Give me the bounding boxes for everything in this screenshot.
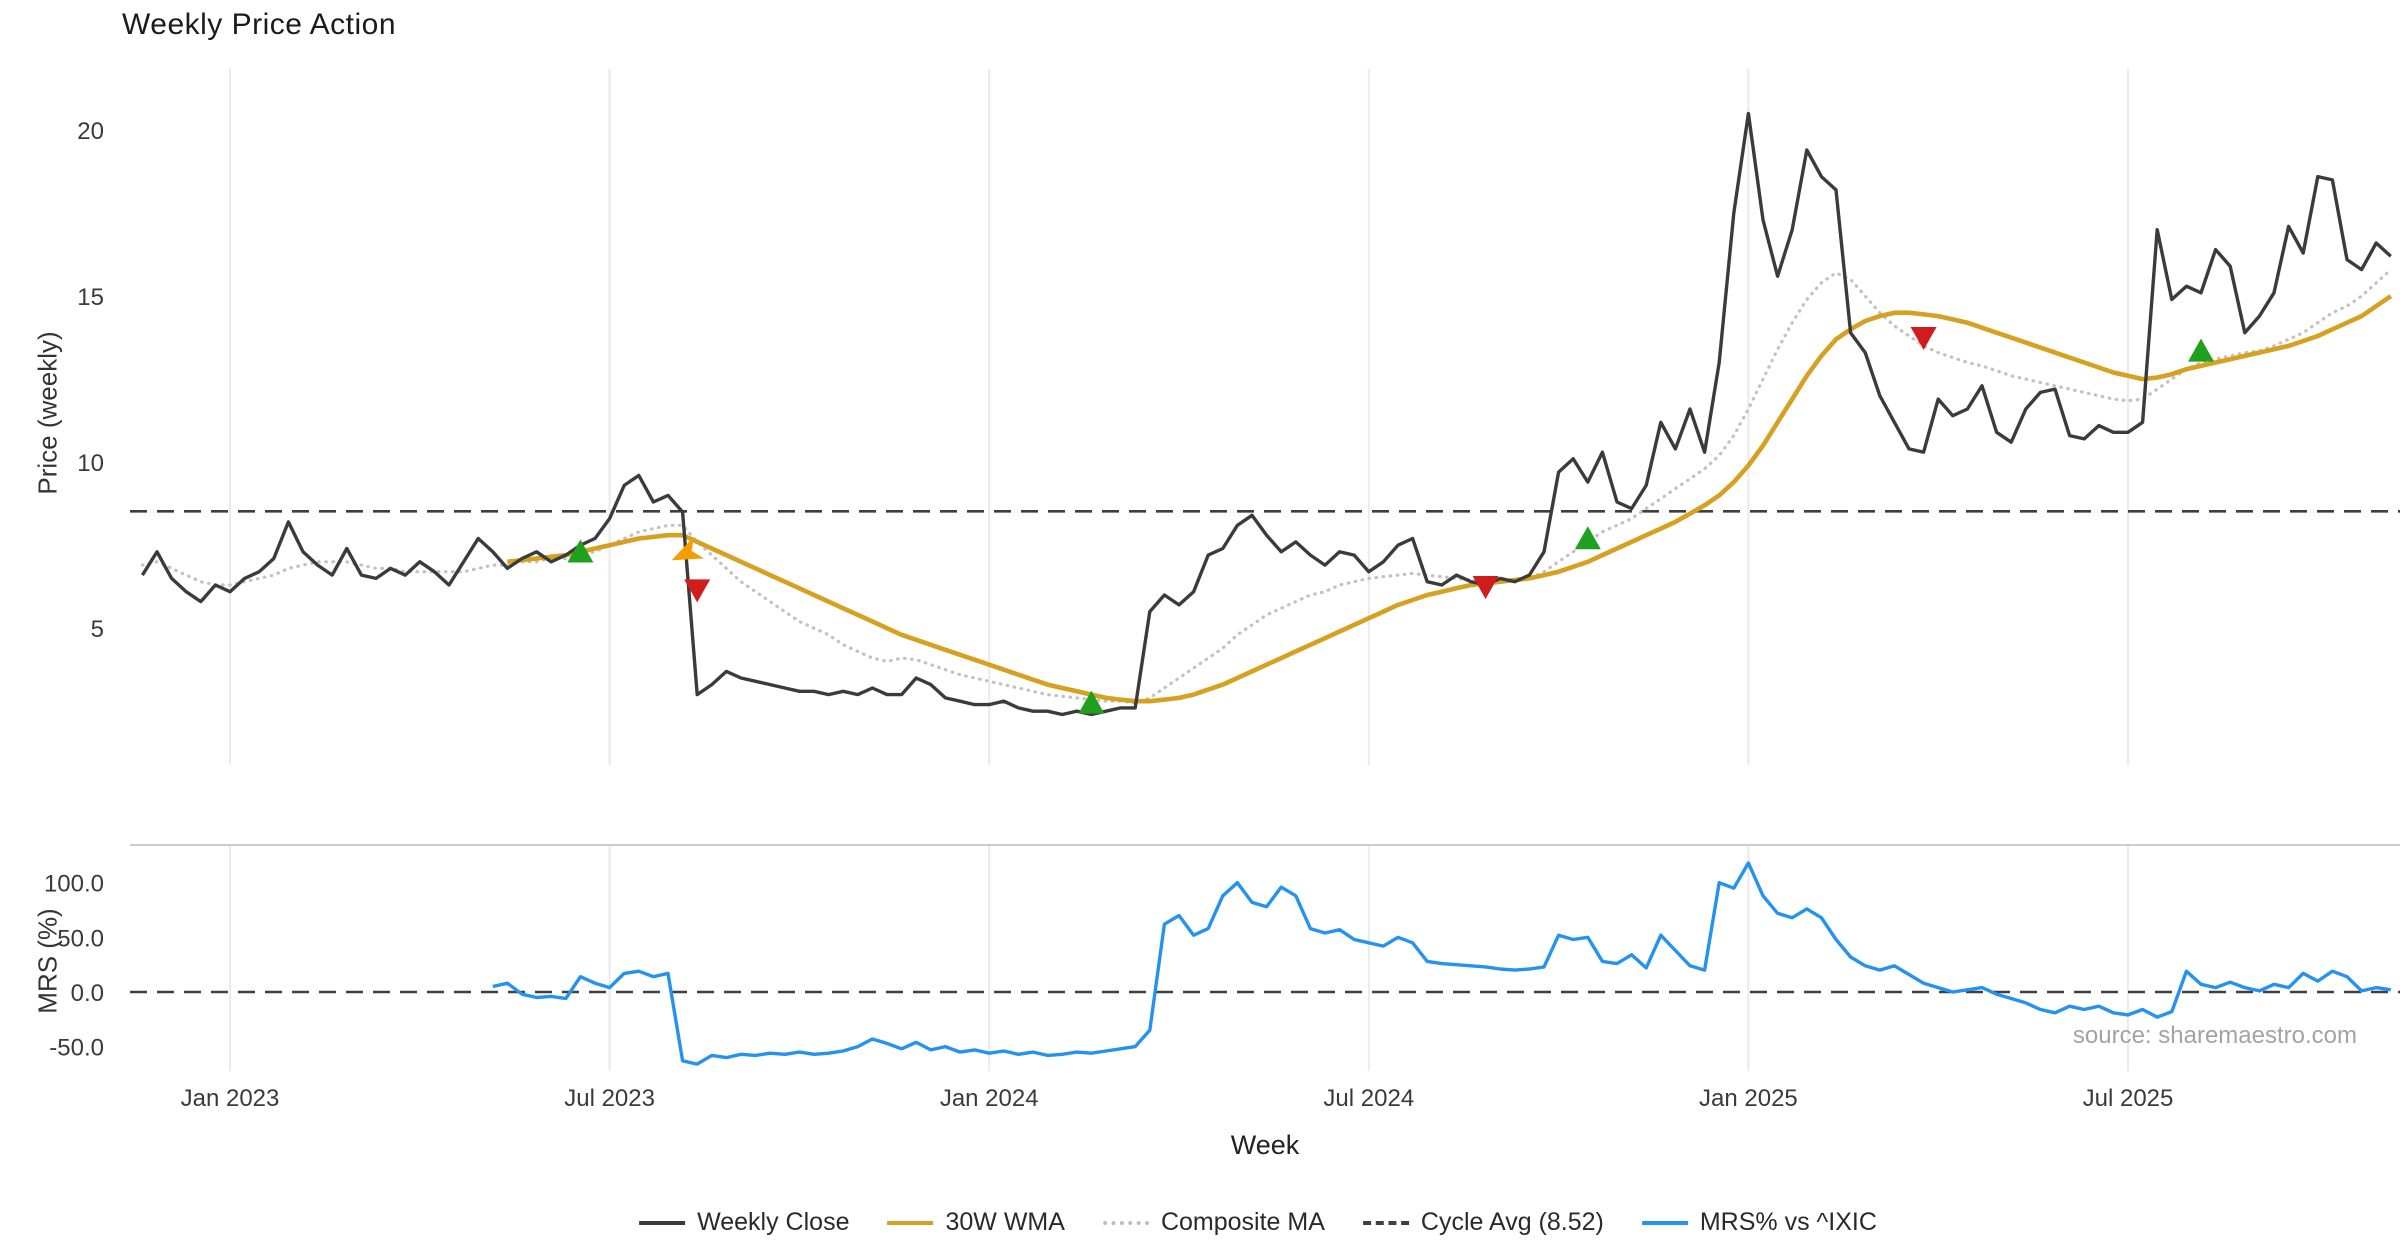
marker-sell-signal	[684, 579, 711, 603]
y-tick-label: 20	[77, 118, 104, 145]
source-credit: source: sharemaestro.com	[2072, 1022, 2357, 1049]
y-tick-label: 5	[91, 616, 104, 643]
y-tick-label: -50.0	[49, 1035, 104, 1062]
x-tick-label: Jul 2023	[564, 1085, 655, 1112]
legend-item-cycle-avg: Cycle Avg (8.52)	[1362, 1208, 1604, 1237]
marker-sell-signal	[1472, 576, 1499, 600]
x-axis-label: Week	[1230, 1130, 1300, 1160]
y-tick-label: 15	[77, 284, 104, 311]
wma-line-swatch	[887, 1220, 934, 1225]
cycle-avg-line-swatch	[1362, 1220, 1409, 1225]
composite-ma-line-swatch	[1102, 1220, 1149, 1225]
y-tick-label: 0.0	[71, 980, 104, 1007]
x-tick-label: Jan 2023	[181, 1085, 280, 1112]
legend-item-composite-ma: Composite MA	[1102, 1208, 1325, 1237]
y-tick-label: 50.0	[57, 925, 104, 952]
x-tick-label: Jul 2024	[1323, 1085, 1414, 1112]
legend-item-weekly-close: Weekly Close	[639, 1208, 849, 1237]
y-tick-label: 10	[77, 450, 104, 477]
legend-label: Cycle Avg (8.52)	[1420, 1208, 1604, 1236]
marker-buy-signal	[2188, 338, 2214, 362]
x-tick-label: Jan 2024	[940, 1085, 1039, 1112]
legend-label: Composite MA	[1160, 1208, 1325, 1236]
mrs-line-swatch	[1641, 1220, 1688, 1225]
legend-label: 30W WMA	[945, 1208, 1065, 1236]
legend-item-30w-wma: 30W WMA	[887, 1208, 1065, 1237]
marker-buy-signal	[567, 539, 594, 563]
marker-wma-cross	[671, 536, 704, 561]
legend-label: MRS% vs ^IXIC	[1699, 1208, 1877, 1236]
series-composite-ma	[140, 268, 2393, 705]
y-tick-label: 100.0	[44, 871, 104, 898]
legend: Weekly Close 30W WMA Composite MA Cycle …	[639, 1208, 1877, 1237]
series-weekly-close	[140, 111, 2392, 717]
series-mrs-vs-ixic	[492, 861, 2392, 1066]
chart-title: Weekly Price Action	[122, 8, 397, 41]
weekly-close-line-swatch	[639, 1220, 686, 1225]
legend-label: Weekly Close	[697, 1208, 850, 1236]
series-30w-wma	[507, 294, 2393, 704]
mrs-axis-label: MRS (%)	[32, 908, 63, 1014]
marker-sell-signal	[1910, 326, 1937, 350]
x-tick-label: Jul 2025	[2083, 1085, 2174, 1112]
x-tick-label: Jan 2025	[1699, 1085, 1798, 1112]
price-axis-label: Price (weekly)	[32, 331, 63, 495]
marker-buy-signal	[1574, 526, 1601, 550]
marker-buy-signal	[1078, 690, 1105, 714]
legend-item-mrs: MRS% vs ^IXIC	[1641, 1208, 1877, 1237]
